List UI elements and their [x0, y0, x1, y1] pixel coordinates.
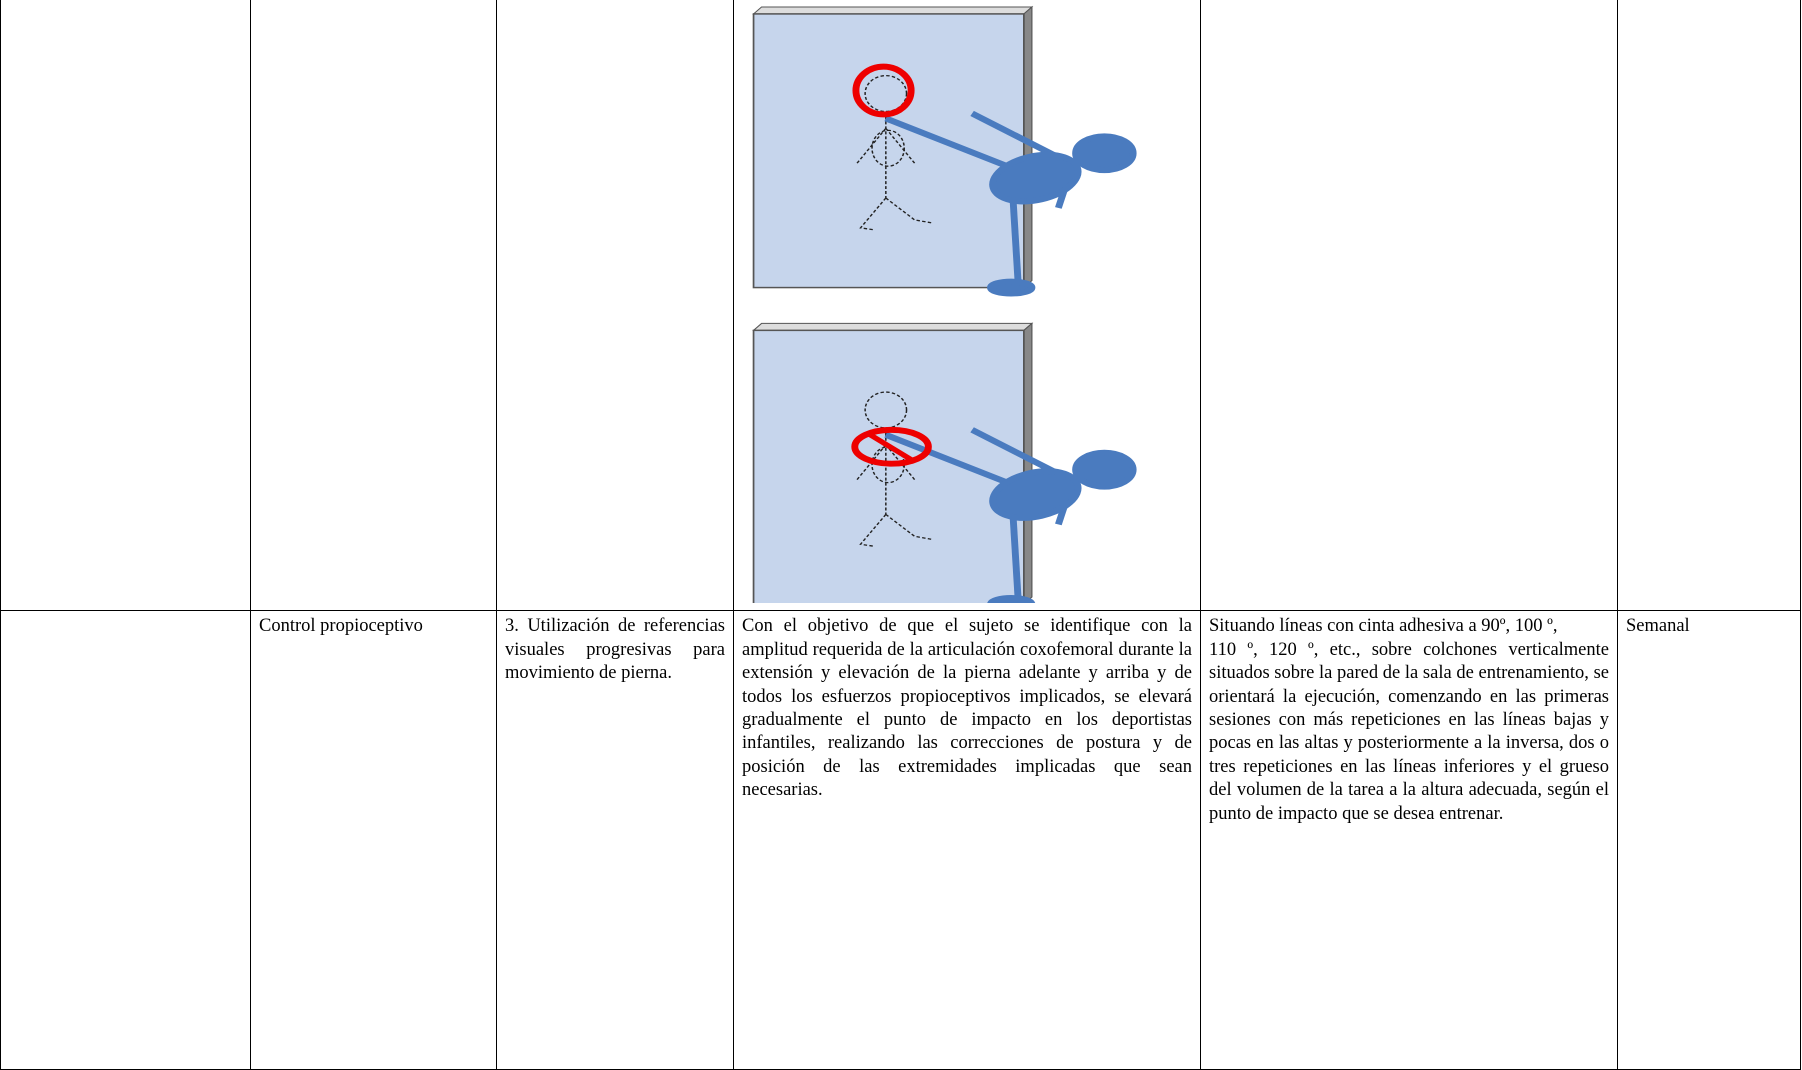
illustration: [734, 0, 1201, 603]
method-cell: Situando líneas con cinta adhesiva a 90º…: [1200, 610, 1618, 1070]
cell: [250, 0, 497, 612]
exercise-cell: 3. Utilización de referencias visuales p…: [496, 610, 734, 1070]
cell: [1200, 0, 1618, 612]
cell: [0, 0, 251, 612]
cell: [0, 610, 251, 1070]
objective-cell: Con el objetivo de que el sujeto se iden…: [733, 610, 1201, 1070]
frequency-cell: Semanal: [1617, 610, 1801, 1070]
cell: [496, 0, 734, 612]
method-text: 110 º, 120 º, etc., sobre colchones vert…: [1209, 639, 1609, 824]
illustration-cell: [733, 0, 1201, 611]
aspect-cell: Control propioceptivo: [250, 610, 497, 1070]
cell: [1617, 0, 1801, 612]
method-text: Situando líneas con cinta adhesiva a 90º…: [1209, 616, 1558, 637]
